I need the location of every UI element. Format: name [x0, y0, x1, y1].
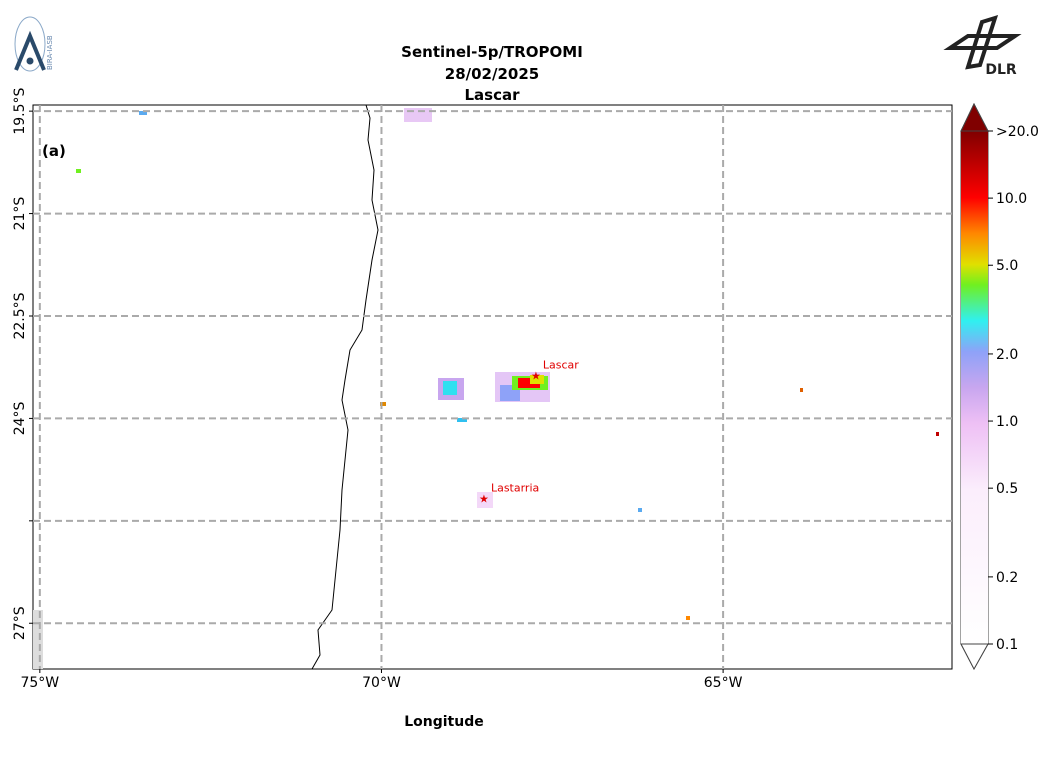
right-logo: DLR: [943, 14, 1022, 78]
logo-text: BIRA-IASB: [46, 35, 54, 70]
volcano-marker: ★: [531, 369, 541, 382]
colorbar: [961, 131, 988, 644]
volcano-label: Lastarria: [491, 481, 539, 494]
colorbar-tick-label: 2.0: [996, 347, 1018, 363]
colorbar-tick-label: 5.0: [996, 258, 1018, 274]
colorbar-tick-label: 0.5: [996, 481, 1018, 497]
logo-text: DLR: [985, 62, 1017, 78]
title-line: Lascar: [464, 86, 520, 104]
coastline: [311, 105, 379, 669]
colorbar-extend: [960, 643, 989, 671]
colorbar-tick-label: >20.0: [996, 124, 1039, 140]
panel-label: (a): [42, 142, 66, 160]
title-line: Sentinel-5p/TROPOMI: [401, 43, 583, 61]
left-logo: BIRA-IASB: [14, 16, 54, 72]
lat-tick-label: 19.5°S: [12, 88, 28, 135]
lon-tick-label: 70°W: [362, 675, 401, 691]
title-line: 28/02/2025: [445, 65, 539, 83]
lon-tick-label: 75°W: [20, 675, 59, 691]
map-frame: [32, 104, 953, 670]
colorbar-tick-label: 0.2: [996, 570, 1018, 586]
colorbar-tick-label: 1.0: [996, 414, 1018, 430]
lat-tick-label: 22.5°S: [12, 292, 28, 339]
colorbar-extend: [960, 102, 989, 132]
colorbar-tick-label: 10.0: [996, 191, 1027, 207]
colorbar-tick-label: 0.1: [996, 637, 1018, 653]
lat-tick-label: 27°S: [12, 606, 28, 640]
volcano-marker: ★: [479, 492, 489, 505]
x-axis-label: Longitude: [404, 714, 484, 730]
lat-tick-label: 21°S: [12, 197, 28, 231]
volcano-label: Lascar: [543, 358, 579, 371]
lat-tick-label: 24°S: [12, 401, 28, 435]
plumes: [33, 108, 939, 669]
lon-tick-label: 65°W: [704, 675, 743, 691]
